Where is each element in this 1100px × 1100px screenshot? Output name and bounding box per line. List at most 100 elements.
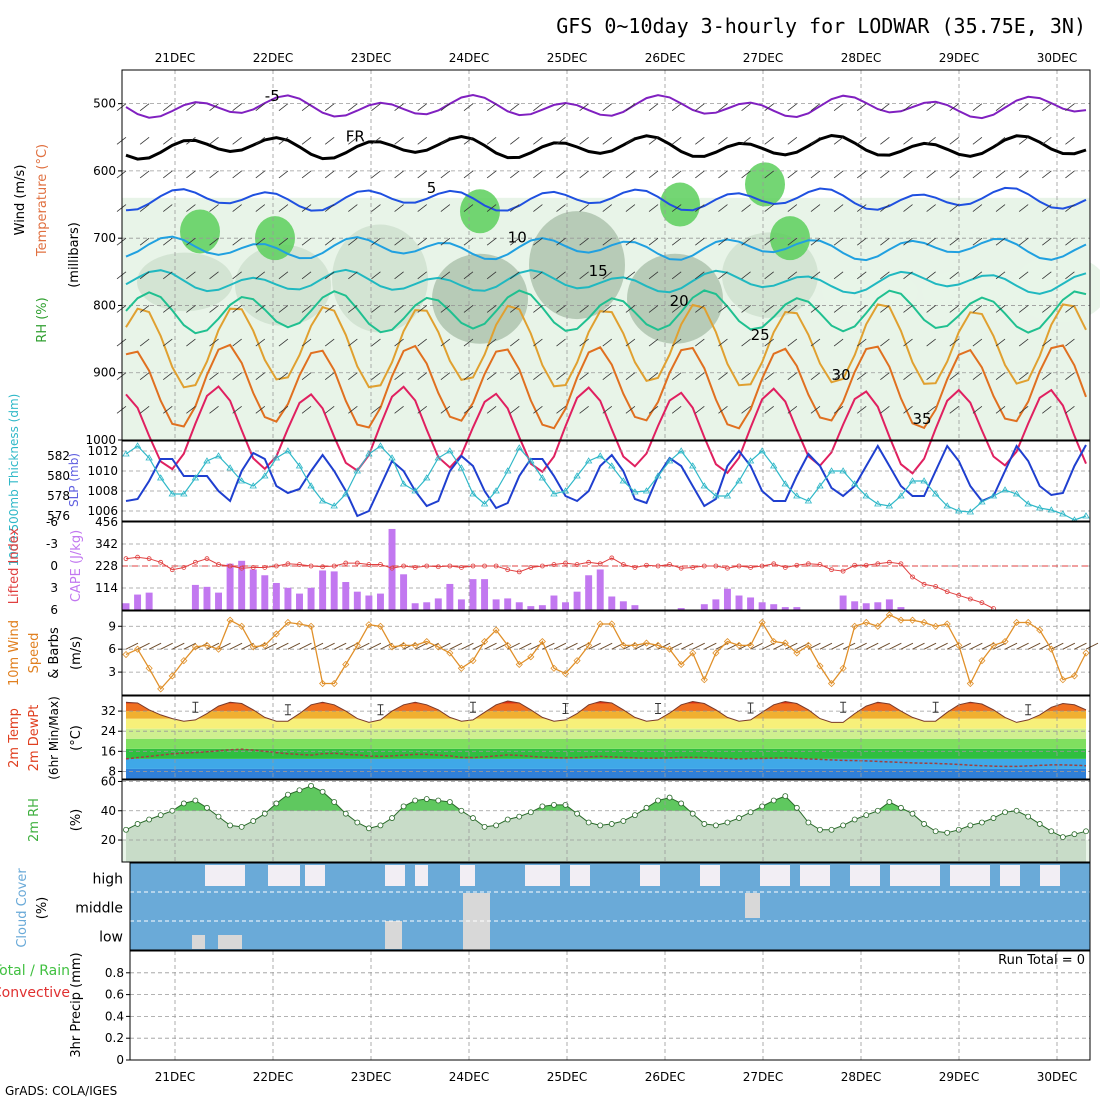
wind-barb bbox=[484, 642, 497, 650]
isotherm-label: 10 bbox=[508, 228, 527, 246]
wind-barb bbox=[486, 103, 497, 111]
thickness-marker bbox=[399, 480, 408, 487]
wind-barb bbox=[1018, 170, 1029, 179]
wind-barb bbox=[648, 136, 659, 145]
rh-shade-region bbox=[432, 253, 528, 344]
rh-marker bbox=[921, 821, 927, 827]
cape-bar bbox=[191, 584, 199, 610]
wind-speed-marker bbox=[423, 637, 431, 646]
wind-speed-marker bbox=[585, 641, 593, 649]
lifted-index-marker bbox=[158, 559, 164, 565]
rh-marker bbox=[273, 800, 280, 807]
thickness-marker bbox=[284, 447, 292, 454]
wind-speed-marker bbox=[457, 664, 465, 672]
temp2m-panel: 8 16 24 32 2m Temp 2m DewPt (6hr Min/Max) (°C) bbox=[7, 695, 1091, 780]
wind-barb bbox=[903, 170, 913, 179]
wind-barb bbox=[995, 305, 1006, 313]
cape-bar bbox=[134, 594, 142, 610]
y-tick-label: 20 bbox=[101, 833, 116, 847]
wind-barb bbox=[232, 237, 242, 246]
cape-bar bbox=[735, 595, 743, 610]
date-label-bottom: 22DEC bbox=[253, 1070, 293, 1084]
lifted-index-marker bbox=[135, 554, 140, 560]
wind-barb bbox=[880, 103, 890, 111]
thickness-marker bbox=[237, 477, 246, 484]
wind-speed-marker bbox=[307, 622, 315, 630]
wind-barb bbox=[440, 338, 451, 347]
lifted-index-marker bbox=[239, 565, 245, 571]
wind-barb bbox=[718, 204, 728, 212]
wind-barb bbox=[579, 170, 589, 179]
isotherm-line bbox=[125, 133, 1087, 161]
wind-barb bbox=[1042, 372, 1052, 381]
wind-barb bbox=[741, 170, 751, 179]
wind-barb bbox=[255, 237, 266, 246]
cape-bar bbox=[226, 563, 234, 610]
wind-barb bbox=[417, 305, 427, 313]
rh-marker bbox=[1059, 834, 1066, 841]
wind-barb bbox=[831, 642, 844, 650]
wind-speed-marker bbox=[561, 670, 570, 678]
cape-bar bbox=[284, 587, 292, 610]
wind-barb bbox=[255, 406, 266, 414]
wind-speed-marker bbox=[920, 618, 928, 627]
wind-barb bbox=[880, 271, 890, 280]
wind-barb bbox=[1065, 338, 1075, 347]
thickness-marker bbox=[619, 477, 628, 484]
wind-barb bbox=[866, 642, 879, 650]
wind-barb bbox=[417, 271, 427, 280]
wind-barb bbox=[209, 237, 219, 246]
wind-barb bbox=[486, 271, 497, 280]
cloud-high-gap bbox=[850, 865, 880, 886]
wind-speed-marker bbox=[342, 660, 350, 669]
wind-barb bbox=[394, 170, 404, 179]
lifted-index-marker bbox=[412, 565, 418, 570]
lifted-index-marker bbox=[192, 559, 198, 565]
wind-barb bbox=[301, 136, 312, 145]
rh-marker bbox=[701, 821, 708, 827]
wind-barb bbox=[695, 237, 705, 246]
cape-bar bbox=[388, 528, 396, 610]
wind-barb bbox=[993, 642, 1006, 650]
wind-barb bbox=[810, 338, 821, 347]
rh-marker bbox=[898, 804, 904, 811]
isotherm-label: 5 bbox=[427, 179, 437, 197]
temp-color-band bbox=[126, 758, 1086, 769]
thickness-marker bbox=[804, 497, 813, 504]
wind-barb bbox=[440, 204, 451, 212]
wind-barb bbox=[232, 338, 242, 347]
wind-barb bbox=[348, 136, 358, 145]
panel-frame bbox=[121, 69, 1091, 441]
cape-bar bbox=[469, 579, 477, 610]
wind-barb bbox=[510, 406, 520, 414]
cape-bar bbox=[457, 599, 465, 610]
cloud-light-block bbox=[192, 935, 205, 949]
wind-barb bbox=[787, 406, 798, 414]
rh-green-region bbox=[460, 189, 500, 234]
rh2m-panel: 20 40 60 2m RH (%) bbox=[27, 774, 1091, 863]
y-tick-label: 0 bbox=[50, 559, 58, 573]
wind-barb bbox=[394, 136, 404, 145]
wind-barb bbox=[186, 305, 196, 313]
axis-label: Temperature (°C) bbox=[35, 144, 50, 257]
wind-barb bbox=[486, 338, 497, 347]
wind-barb bbox=[371, 338, 381, 347]
thickness-marker bbox=[955, 507, 963, 514]
thickness-marker bbox=[122, 450, 130, 457]
axis-label: 2m RH bbox=[27, 798, 42, 842]
cape-bar bbox=[700, 604, 708, 610]
isotherm-line bbox=[125, 289, 1087, 335]
thickness-marker bbox=[1047, 506, 1056, 513]
date-label-bottom: 28DEC bbox=[841, 1070, 881, 1084]
cloud-high-gap bbox=[268, 865, 300, 886]
y-tick-label: 1000 bbox=[85, 433, 116, 447]
wind-barb bbox=[417, 204, 427, 212]
lifted-index-marker bbox=[771, 561, 777, 567]
wind-barb bbox=[163, 406, 173, 414]
wind-barb bbox=[232, 372, 242, 381]
axis-label: (m/s) bbox=[69, 636, 84, 670]
y-tick-label: 578 bbox=[47, 489, 70, 503]
isotherm-line bbox=[125, 385, 1087, 475]
thickness-marker bbox=[538, 474, 547, 481]
